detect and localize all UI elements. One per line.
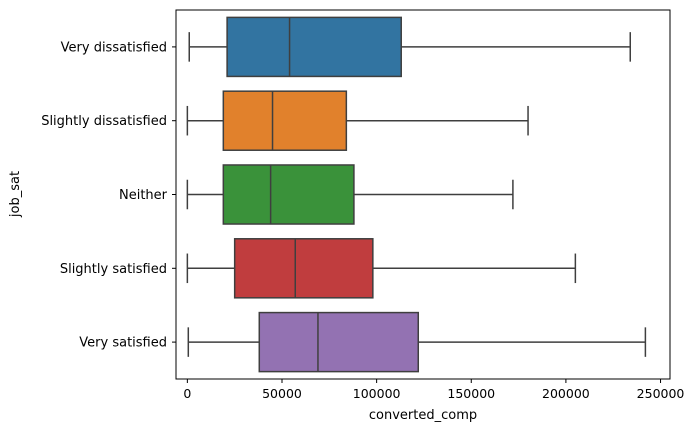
box-group-slightly-satisfied <box>186 238 577 299</box>
box-group-neither <box>186 164 514 225</box>
box-group-very-dissatisfied <box>188 16 632 78</box>
y-tick-label-very-satisfied: Very satisfied <box>79 336 167 351</box>
x-tick-label-5: 250000 <box>637 386 685 401</box>
box-neither <box>222 164 355 225</box>
box-slightly-satisfied <box>233 238 374 299</box>
x-axis-label: converted_comp <box>369 408 477 423</box>
x-tick-label-0: 0 <box>183 386 191 401</box>
y-axis-label: job_sat <box>8 171 23 218</box>
boxes-layer <box>186 16 647 373</box>
box-very-satisfied <box>258 311 420 373</box>
y-tick-label-slightly-dissatisfied: Slightly dissatisfied <box>41 114 167 129</box>
box-group-very-satisfied <box>187 311 647 373</box>
ticks-layer: Very dissatisfied Slightly dissatisfied Ne… <box>41 40 684 401</box>
x-tick-label-3: 150000 <box>447 386 495 401</box>
y-tick-label-very-dissatisfied: Very dissatisfied <box>61 40 167 55</box>
x-tick-label-1: 50000 <box>262 386 302 401</box>
box-slightly-dissatisfied <box>222 90 348 151</box>
x-tick-label-2: 100000 <box>353 386 401 401</box>
y-tick-label-neither: Neither <box>119 188 168 203</box>
x-tick-label-4: 200000 <box>542 386 590 401</box>
box-group-slightly-dissatisfied <box>186 90 529 151</box>
y-tick-label-slightly-satisfied: Slightly satisfied <box>60 262 167 277</box>
box-very-dissatisfied <box>226 16 402 78</box>
